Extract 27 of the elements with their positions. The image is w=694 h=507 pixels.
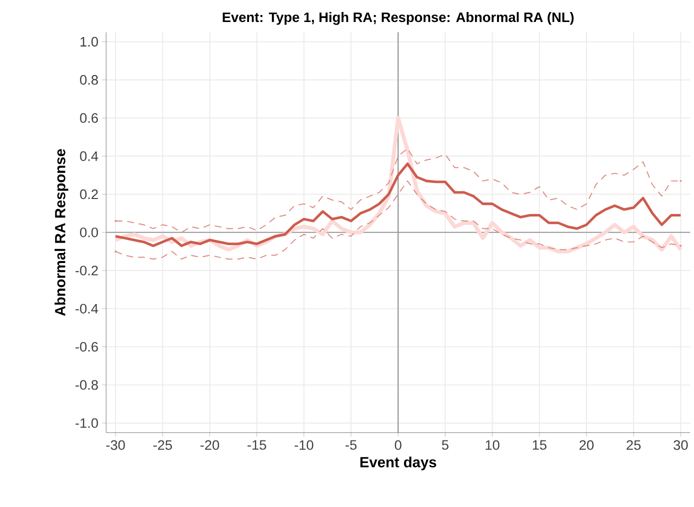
x-tick-label: 0 bbox=[394, 440, 402, 450]
x-tick-label: -15 bbox=[248, 440, 266, 450]
y-tick-label: 0.2 bbox=[80, 190, 98, 200]
x-tick-label: 25 bbox=[626, 440, 641, 450]
x-tick-label: -30 bbox=[106, 440, 125, 450]
y-tick-label: -1.0 bbox=[76, 418, 98, 428]
x-tick-label: 30 bbox=[674, 440, 688, 450]
y-tick-label: -0.6 bbox=[76, 342, 98, 352]
y-tick-label: 1.0 bbox=[80, 36, 98, 47]
y-tick-label: -0.4 bbox=[76, 304, 98, 314]
y-tick-label: -0.8 bbox=[76, 380, 98, 390]
y-tick-label: 0.6 bbox=[80, 113, 98, 123]
y-tick-label: -0.2 bbox=[76, 266, 98, 276]
chart-title: Event: Type 1, High RA; Response: Abnormal RA (NL) bbox=[222, 12, 574, 25]
x-tick-label: 5 bbox=[442, 440, 448, 450]
x-tick-label: -20 bbox=[200, 440, 220, 450]
x-tick-label: -5 bbox=[346, 440, 357, 450]
y-tick-label: 0.0 bbox=[80, 228, 98, 238]
x-tick-label: -10 bbox=[294, 440, 314, 450]
x-tick-label: -25 bbox=[153, 440, 172, 450]
y-tick-label: 0.8 bbox=[80, 75, 98, 85]
x-tick-label: 10 bbox=[486, 440, 500, 450]
y-tick-label: 0.4 bbox=[80, 151, 98, 162]
x-axis-title: Event days bbox=[360, 456, 436, 470]
x-tick-label: 15 bbox=[532, 440, 546, 450]
y-axis-title: Abnormal RA Response bbox=[54, 149, 68, 316]
x-tick-label: 20 bbox=[580, 440, 594, 450]
